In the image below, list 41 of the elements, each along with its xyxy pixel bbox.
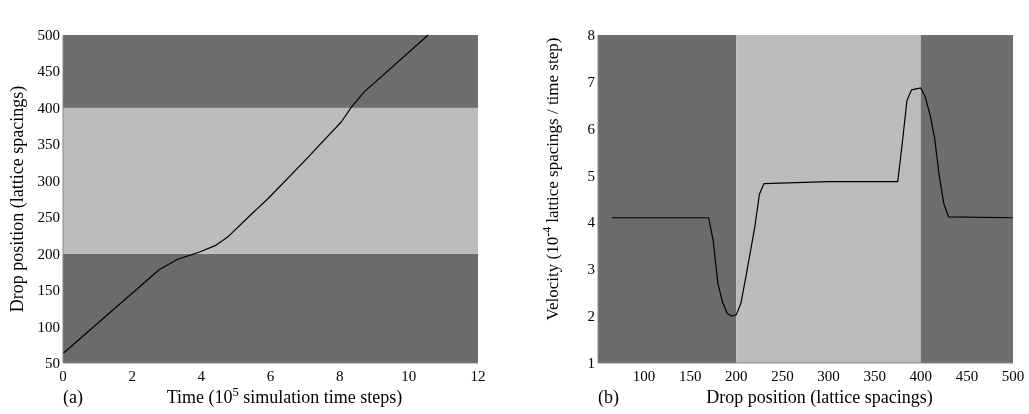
- y-axis-title: Drop position (lattice spacings): [7, 85, 28, 313]
- y-tick-label: 7: [587, 73, 596, 90]
- x-tick-label: 2: [128, 368, 136, 384]
- y-tick-label: 3: [587, 261, 595, 278]
- x-tick-label: 100: [632, 368, 656, 384]
- y-tick-label: 6: [587, 120, 596, 137]
- line-series: [62, 34, 429, 355]
- x-tick-label: 4: [197, 368, 206, 384]
- y-tick-label: 1: [587, 355, 595, 371]
- x-tick-label: 6: [266, 368, 275, 384]
- x-tick-label: 350: [863, 368, 886, 384]
- x-tick-label: 500: [1001, 368, 1025, 384]
- x-tick-label: 8: [335, 368, 344, 384]
- line-series: [611, 87, 1014, 317]
- x-tick-label: 150: [678, 368, 702, 384]
- text: (a): [63, 387, 83, 408]
- y-tick-label: 50: [45, 355, 60, 371]
- y-tick-label: 400: [37, 99, 60, 116]
- y-tick-label: 250: [37, 209, 60, 226]
- x-tick-label: 0: [59, 368, 67, 384]
- y-tick-label: 200: [37, 245, 60, 262]
- x-axis-title: Drop position (lattice spacings): [706, 387, 933, 408]
- x-axis-title: Time (10$^{5}$ simulation time steps): [166, 385, 403, 408]
- x-tick-label: 450: [955, 368, 979, 384]
- y-tick-label: 300: [37, 172, 60, 189]
- x-tick-label: 10: [401, 368, 417, 384]
- y-tick-label: 5: [587, 167, 595, 184]
- y-tick-label: 150: [37, 282, 60, 299]
- x-tick-label: 250: [771, 368, 794, 384]
- y-tick-label: 450: [37, 63, 60, 80]
- text: (b): [598, 387, 619, 408]
- y-tick-label: 100: [37, 318, 60, 335]
- y-tick-label: 8: [587, 27, 595, 43]
- y-tick-label: 500: [37, 27, 60, 43]
- y-tick-label: 4: [587, 214, 596, 231]
- x-tick-label: 200: [725, 368, 748, 384]
- x-tick-label: 300: [817, 368, 840, 384]
- y-tick-label: 350: [37, 136, 60, 153]
- y-tick-label: 2: [587, 308, 595, 325]
- x-tick-label: 12: [470, 368, 486, 384]
- x-tick-label: 400: [909, 368, 933, 384]
